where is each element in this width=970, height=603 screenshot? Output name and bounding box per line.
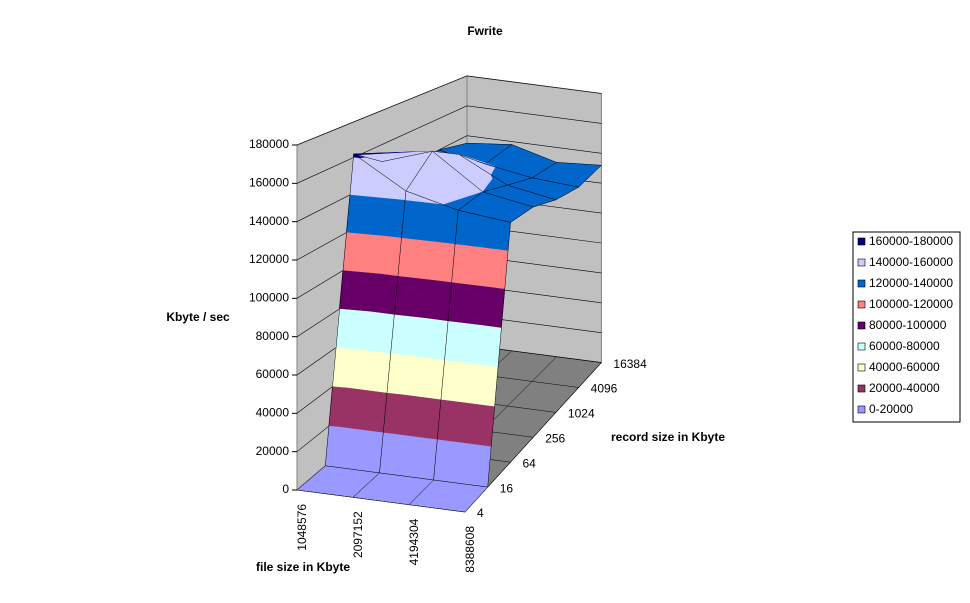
legend-swatch	[857, 258, 866, 267]
surface-band	[401, 200, 459, 244]
legend-swatch	[857, 321, 866, 330]
legend-swatch	[857, 342, 866, 351]
z-axis-label: Kbyte / sec	[166, 310, 230, 324]
depth-tick-label: 256	[545, 431, 565, 445]
legend-label: 140000-160000	[869, 255, 953, 269]
surface-cell	[458, 154, 533, 186]
surface-cell	[379, 190, 459, 481]
depth-axis-label: record size in Kbyte	[611, 430, 725, 444]
legend-label: 120000-140000	[869, 276, 953, 290]
z-tick-label: 100000	[249, 291, 289, 305]
z-tick-label: 40000	[256, 406, 290, 420]
legend-label: 20000-40000	[869, 381, 940, 395]
z-tick-label: 0	[282, 482, 289, 496]
surface-edge	[408, 479, 489, 513]
surface-cell	[296, 465, 381, 498]
z-tick-label: 180000	[249, 137, 289, 151]
depth-tick-label: 64	[522, 456, 536, 470]
surface-cell	[352, 472, 435, 505]
legend-swatch	[857, 279, 866, 288]
chart-title: Fwrite	[467, 24, 503, 38]
legend-label: 0-20000	[869, 402, 913, 416]
legend-swatch	[857, 405, 866, 414]
depth-tick-label: 16	[500, 481, 514, 495]
legend-label: 80000-100000	[869, 318, 947, 332]
z-tick-label: 140000	[249, 214, 289, 228]
surface-cell	[481, 184, 557, 208]
x-tick-label: 4194304	[407, 518, 421, 565]
depth-tick-label: 1024	[568, 407, 595, 421]
legend-box	[852, 231, 961, 423]
surface-cell	[457, 191, 535, 223]
legend-swatch	[857, 300, 866, 309]
z-tick-label: 60000	[256, 367, 290, 381]
legend-label: 160000-180000	[869, 234, 953, 248]
x-tick-label: 2097152	[351, 511, 365, 558]
legend-label: 40000-60000	[869, 360, 940, 374]
legend-swatch	[857, 237, 866, 246]
legend-label: 100000-120000	[869, 297, 953, 311]
x-tick-label: 8388608	[463, 526, 477, 573]
depth-tick-label: 16384	[613, 357, 647, 371]
z-tick-label: 160000	[249, 176, 289, 190]
x-axis-label: file size in Kbyte	[256, 560, 350, 574]
z-tick-label: 80000	[256, 329, 290, 343]
depth-tick-label: 4096	[591, 382, 618, 396]
surface-cell	[408, 479, 489, 513]
legend-label: 60000-80000	[869, 339, 940, 353]
x-tick-label: 1048576	[295, 504, 309, 551]
surface-cell	[433, 209, 511, 488]
z-tick-label: 120000	[249, 252, 289, 266]
surface-cell	[506, 177, 580, 201]
grid-line	[296, 75, 602, 146]
legend-swatch	[857, 384, 866, 393]
depth-tick-label: 4	[477, 506, 484, 520]
surface-cell	[405, 150, 484, 211]
surface-cell	[324, 153, 407, 474]
z-tick-label: 20000	[256, 444, 290, 458]
legend-swatch	[857, 363, 866, 372]
